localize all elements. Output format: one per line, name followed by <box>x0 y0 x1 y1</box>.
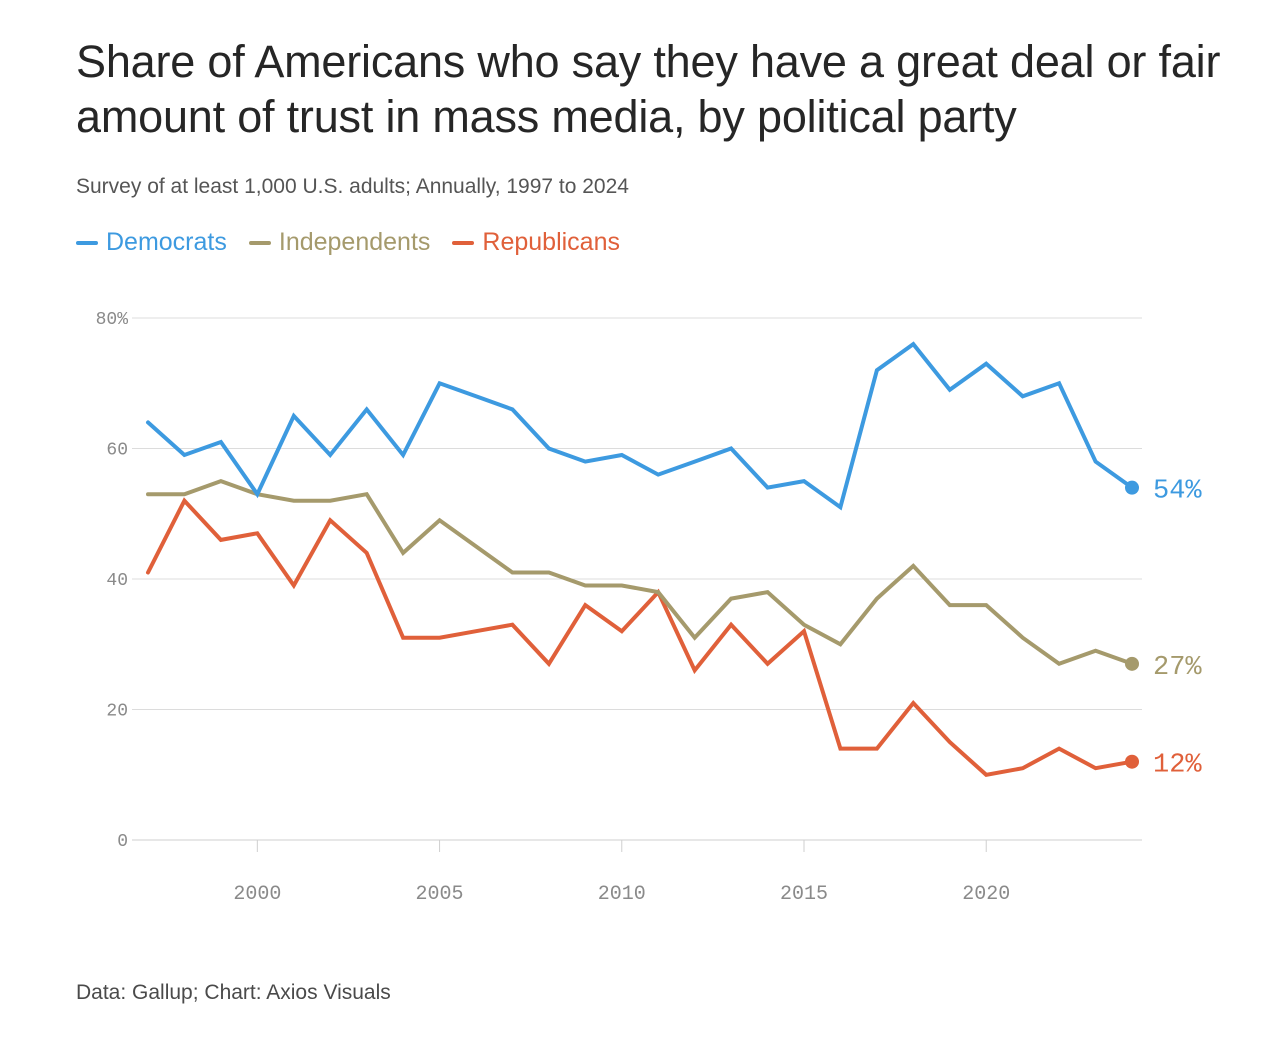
y-tick-label: 0 <box>117 832 128 852</box>
series-line-democrats <box>146 341 1134 511</box>
y-tick-label: 40 <box>106 571 128 591</box>
legend-item-republicans: Republicans <box>452 228 620 257</box>
legend: Democrats Independents Republicans <box>76 228 620 257</box>
end-point-democrats <box>1125 480 1139 495</box>
chart-footer: Data: Gallup; Chart: Axios Visuals <box>76 981 391 1004</box>
series-line-republicans <box>146 497 1134 777</box>
end-label-independents: 27% <box>1153 653 1202 683</box>
legend-swatch-republicans <box>452 240 475 245</box>
line-chart: 0 20 40 60 80% 2000 2005 2010 2015 2020 54% 27% 12… <box>96 310 1203 906</box>
legend-item-democrats: Democrats <box>76 228 227 257</box>
series-lines <box>146 341 1134 777</box>
legend-swatch-independents <box>248 240 271 245</box>
legend-item-independents: Independents <box>248 228 431 257</box>
legend-label-independents: Independents <box>278 228 431 256</box>
x-tick-label: 2020 <box>962 883 1010 906</box>
y-tick-label: 60 <box>106 441 128 461</box>
y-tick-label: 80% <box>96 310 129 330</box>
legend-label-republicans: Republicans <box>482 228 620 256</box>
y-axis: 0 20 40 60 80% <box>96 310 129 852</box>
gridlines <box>132 317 1142 841</box>
end-label-republicans: 12% <box>1153 751 1202 781</box>
x-tick-label: 2005 <box>416 883 464 906</box>
end-markers: 54% 27% 12% <box>1125 477 1202 781</box>
end-point-independents <box>1125 656 1139 671</box>
x-tick-label: 2000 <box>233 883 281 906</box>
y-tick-label: 20 <box>106 702 128 722</box>
chart-subtitle: Survey of at least 1,000 U.S. adults; An… <box>76 175 629 198</box>
series-line-independents <box>146 478 1134 667</box>
x-tick-label: 2015 <box>780 883 828 906</box>
end-label-democrats: 54% <box>1153 477 1202 507</box>
x-tick-label: 2010 <box>598 883 646 906</box>
legend-label-democrats: Democrats <box>106 228 227 256</box>
end-point-republicans <box>1125 754 1139 769</box>
legend-swatch-democrats <box>76 240 98 245</box>
chart-title: Share of Americans who say they have a g… <box>76 36 1221 142</box>
x-axis: 2000 2005 2010 2015 2020 <box>233 840 1010 906</box>
